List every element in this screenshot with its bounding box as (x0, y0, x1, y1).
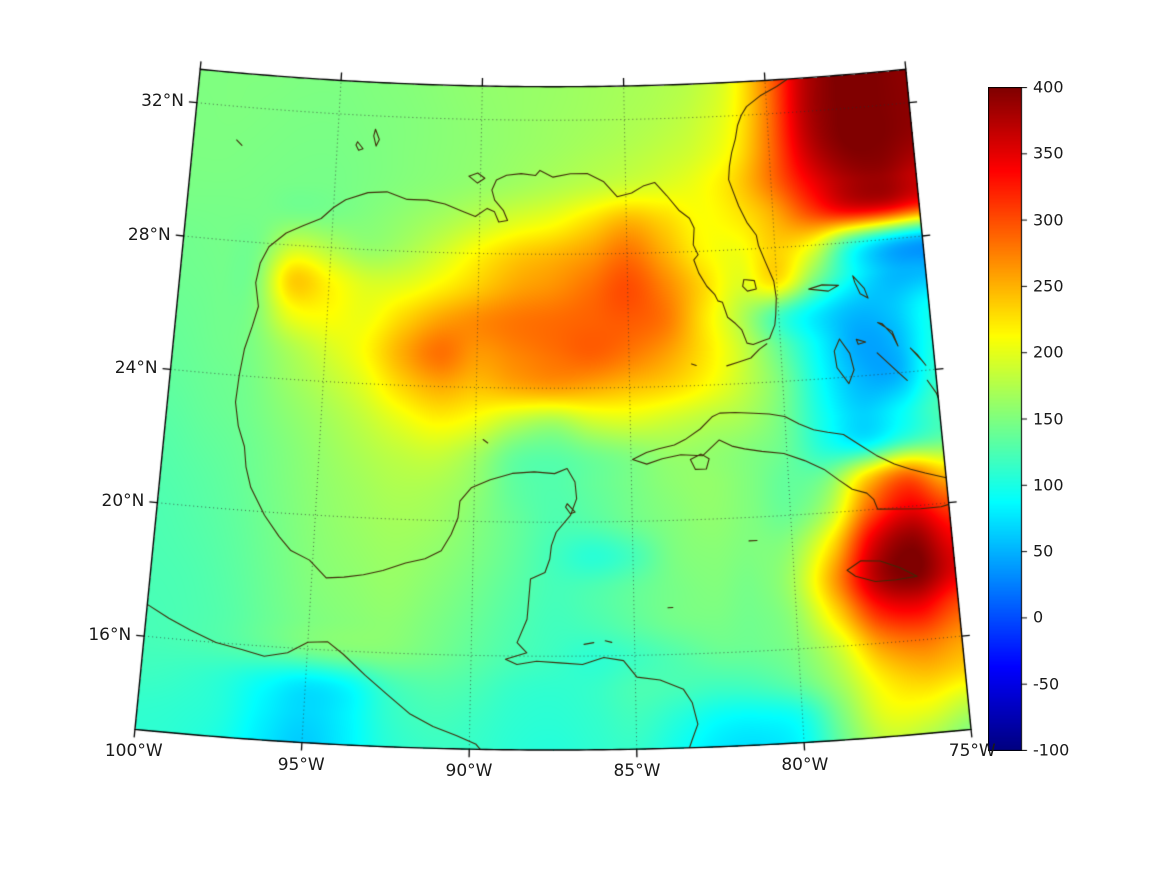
colorbar (988, 87, 1028, 751)
